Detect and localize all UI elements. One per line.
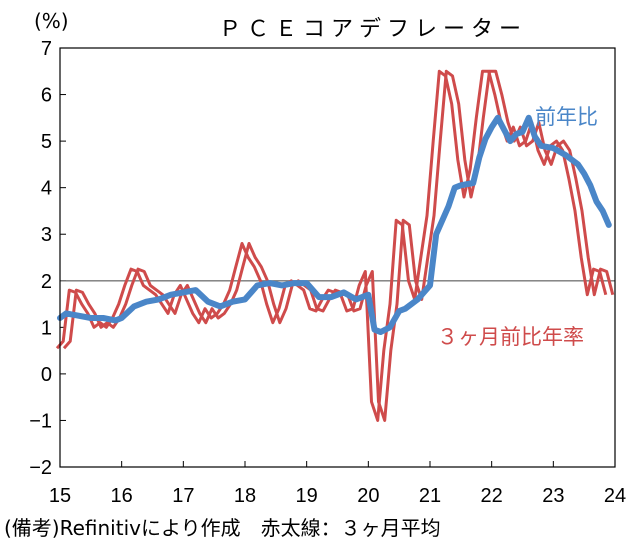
x-tick-label: 22 — [481, 485, 503, 507]
x-tick-label: 15 — [49, 485, 71, 507]
series-group — [55, 69, 615, 422]
y-tick-label: 4 — [41, 178, 52, 200]
label-yoy: 前年比 — [535, 105, 598, 129]
y-tick-label: 6 — [41, 85, 52, 107]
series-3m-annualized-trace — [55, 69, 608, 422]
x-tick-label: 20 — [357, 485, 379, 507]
y-tick-label: −1 — [29, 410, 52, 432]
source-note: (備考)Refinitivにより作成 赤太線：３ヶ月平均 — [4, 516, 441, 540]
y-tick-label: 2 — [41, 271, 52, 293]
x-tick-label: 24 — [604, 485, 626, 507]
y-tick-label: −2 — [29, 457, 52, 479]
y-tick-label: 7 — [41, 38, 52, 60]
y-tick-label: 0 — [41, 364, 52, 386]
x-tick-label: 16 — [111, 485, 133, 507]
x-tick-label: 17 — [172, 485, 194, 507]
chart-title: ＰＣＥコアデフレーター — [219, 17, 527, 42]
y-tick-label: 5 — [41, 131, 52, 153]
label-3m-annualized: ３ヶ月前比年率 — [437, 325, 584, 349]
series-yoy — [57, 114, 612, 335]
x-tick-label: 23 — [542, 485, 564, 507]
plot-frame — [59, 47, 616, 468]
y-tick-label: 3 — [41, 224, 52, 246]
y-axis-ticks: −2 −1 0 1 2 3 4 5 6 7 — [29, 38, 66, 479]
x-tick-label: 18 — [234, 485, 256, 507]
y-axis-unit: (%) — [34, 9, 69, 33]
x-tick-label: 19 — [296, 485, 318, 507]
y-tick-label: 1 — [41, 317, 52, 339]
x-tick-label: 21 — [419, 485, 441, 507]
x-axis-ticks: 15 16 17 18 19 20 21 22 23 24 — [49, 461, 626, 507]
